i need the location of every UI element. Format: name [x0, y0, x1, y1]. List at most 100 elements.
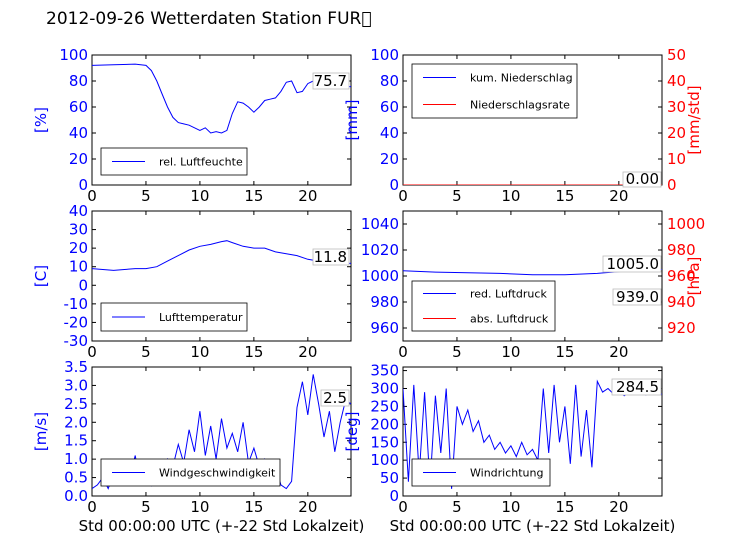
- y-axis-title: [m/s]: [32, 412, 50, 451]
- y-tick-label: 40: [69, 124, 88, 142]
- x-tick-label: 0: [87, 187, 97, 205]
- legend: Windgeschwindigkeit: [100, 458, 281, 487]
- y2-tick-label: 1000: [667, 215, 705, 233]
- series-line: [92, 240, 351, 271]
- y-axis-title: [mm]: [343, 100, 361, 141]
- x-tick-label: 5: [141, 343, 151, 361]
- y-tick-label: 1000: [361, 267, 399, 285]
- y-tick-label: 10: [69, 258, 88, 276]
- series-line: [92, 63, 351, 134]
- x-tick-label: 20: [609, 498, 628, 516]
- y-tick-label: 100: [59, 46, 88, 64]
- legend: rel. Luftfeuchte: [100, 147, 248, 176]
- y-tick-label: 2.5: [64, 395, 88, 413]
- y-tick-label: 100: [370, 46, 399, 64]
- value-label-box: [312, 248, 350, 266]
- x-tick-label: 15: [555, 498, 574, 516]
- x-tick-label: 10: [501, 187, 520, 205]
- legend-label: abs. Luftdruck: [470, 313, 549, 326]
- x-tick-label: 0: [398, 187, 408, 205]
- x-tick-label: 10: [190, 498, 209, 516]
- y-tick-label: 50: [380, 469, 399, 487]
- y-tick-label: 0.0: [64, 487, 88, 505]
- legend-box: [411, 280, 556, 332]
- current-value-label: 939.0: [616, 288, 659, 306]
- y-tick-label: -10: [64, 295, 89, 313]
- x-tick-label: 5: [141, 187, 151, 205]
- legend-label: Niederschlagsrate: [470, 99, 570, 112]
- x-tick-label: 10: [190, 187, 209, 205]
- y-axis-title: [C]: [32, 265, 50, 287]
- value-label-box: [320, 389, 350, 407]
- y2-axis-title: [hPa]: [685, 257, 703, 296]
- x-tick-label: 20: [609, 187, 628, 205]
- y-tick-label: 200: [370, 415, 399, 433]
- page-title: 2012-09-26 Wetterdaten Station FUR : [46, 9, 372, 29]
- subplot-2: 0 20 40 60 80 100 0 10 20 30 40 50 0 5 10 15 20 kum. Nied…: [343, 46, 703, 205]
- y2-tick-label: 980: [667, 241, 696, 259]
- current-value-label: 75.7: [314, 72, 347, 90]
- x-tick-label: 20: [298, 343, 317, 361]
- x-tick-label: 15: [244, 343, 263, 361]
- y-tick-label: 1.0: [64, 450, 88, 468]
- y-tick-label: 100: [370, 451, 399, 469]
- y-tick-label: 0.5: [64, 469, 88, 487]
- y2-tick-label: 40: [667, 72, 686, 90]
- y-tick-label: 350: [370, 362, 399, 380]
- legend-label: Windrichtung: [470, 467, 543, 480]
- y-tick-label: 80: [69, 72, 88, 90]
- x-tick-label: 5: [452, 343, 462, 361]
- y-tick-label: 30: [69, 221, 88, 239]
- value-label-box: [312, 72, 350, 90]
- legend: red. Luftdruck abs. Luftdruck: [411, 280, 556, 332]
- x-tick-label: 5: [452, 187, 462, 205]
- y-tick-label: 0: [389, 487, 399, 505]
- value-label-box: [611, 378, 662, 396]
- legend-label: kum. Niederschlag: [470, 72, 573, 85]
- y-tick-label: -20: [64, 313, 89, 331]
- x-tick-label: 0: [398, 498, 408, 516]
- y-tick-label: 980: [370, 293, 399, 311]
- y2-tick-label: 30: [667, 98, 686, 116]
- x-tick-label: 15: [244, 498, 263, 516]
- y-tick-label: 60: [380, 98, 399, 116]
- y-tick-label: 3.0: [64, 376, 88, 394]
- y2-tick-label: 10: [667, 150, 686, 168]
- x-tick-label: 0: [87, 498, 97, 516]
- legend-label: rel. Luftfeuchte: [159, 156, 243, 169]
- subplot-5: 0.00.51.01.52.02.53.03.50 5 10 15 20Windgesc…: [32, 358, 364, 535]
- value-label-box: [612, 288, 662, 306]
- y-tick-label: 60: [69, 98, 88, 116]
- y-axis-title: [deg]: [343, 412, 361, 452]
- x-tick-label: 15: [244, 187, 263, 205]
- legend: Windrichtung: [411, 458, 551, 487]
- y-tick-label: 0: [78, 276, 88, 294]
- y-tick-label: 0: [389, 176, 399, 194]
- x-tick-label: 5: [141, 498, 151, 516]
- y-tick-label: 960: [370, 319, 399, 337]
- y-tick-label: 1.5: [64, 432, 88, 450]
- x-tick-label: 20: [609, 343, 628, 361]
- y-tick-label: 300: [370, 380, 399, 398]
- x-tick-label: 20: [298, 498, 317, 516]
- x-tick-label: 0: [87, 343, 97, 361]
- y2-axis-title: [mm/std]: [685, 85, 703, 154]
- legend-box: [411, 63, 578, 119]
- current-value-label: 11.8: [314, 248, 347, 266]
- y-tick-label: 20: [380, 150, 399, 168]
- legend-label: Windgeschwindigkeit: [159, 467, 276, 480]
- value-label-box: [602, 255, 662, 273]
- x-axis-title: Std 00:00:00 UTC (+-22 Std Lokalzeit): [79, 517, 365, 535]
- y-tick-label: 0: [78, 176, 88, 194]
- y-tick-label: 2.0: [64, 413, 88, 431]
- current-value-label: 284.5: [616, 378, 659, 396]
- y-tick-label: 1040: [361, 215, 399, 233]
- y2-tick-label: 960: [667, 267, 696, 285]
- y-axis-title: [%]: [32, 107, 50, 133]
- y2-tick-label: 940: [667, 293, 696, 311]
- x-tick-label: 20: [298, 187, 317, 205]
- current-value-label: 0.00: [626, 170, 659, 188]
- x-tick-label: 10: [501, 498, 520, 516]
